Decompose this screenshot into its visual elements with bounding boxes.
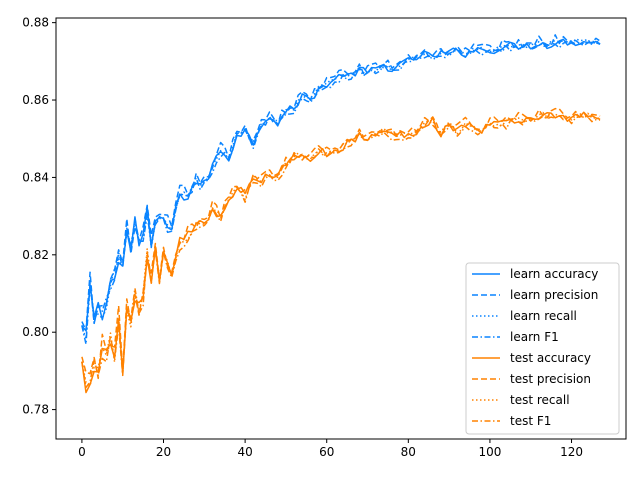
legend-label: learn precision: [510, 288, 598, 302]
y-tick-label: 0.80: [22, 325, 49, 339]
legend-label: learn accuracy: [510, 267, 598, 281]
y-tick-label: 0.82: [22, 248, 49, 262]
legend-label: learn F1: [510, 330, 559, 344]
x-tick-label: 100: [478, 445, 501, 459]
x-axis: 0 20 40 60 80 100 120: [78, 439, 583, 459]
plot-lines: [81, 34, 601, 394]
y-tick-label: 0.86: [22, 93, 49, 107]
y-axis: 0.78 0.80 0.82 0.84 0.86 0.88: [22, 16, 56, 417]
legend-label: test accuracy: [510, 351, 591, 365]
series-line-test-f1: [81, 114, 601, 389]
x-tick-label: 80: [401, 445, 416, 459]
x-tick-label: 120: [560, 445, 583, 459]
legend-label: learn recall: [510, 309, 577, 323]
series-line-learn-f1: [81, 39, 601, 345]
x-tick-label: 20: [156, 445, 171, 459]
legend: learn accuracy learn precision learn recal…: [465, 262, 620, 435]
legend-label: test recall: [510, 393, 570, 407]
legend-label: test precision: [510, 372, 591, 386]
plot-area-frame: [55, 17, 627, 440]
legend-frame: [465, 262, 620, 435]
series-line-learn-recall: [81, 38, 601, 340]
series-line-test-recall: [81, 111, 601, 387]
x-tick-label: 60: [319, 445, 334, 459]
y-tick-label: 0.84: [22, 170, 49, 184]
x-tick-label: 40: [237, 445, 252, 459]
y-tick-label: 0.88: [22, 16, 49, 30]
y-tick-label: 0.78: [22, 403, 49, 417]
series-line-test-precision: [81, 107, 601, 380]
legend-label: test F1: [510, 414, 551, 428]
x-tick-label: 0: [78, 445, 86, 459]
